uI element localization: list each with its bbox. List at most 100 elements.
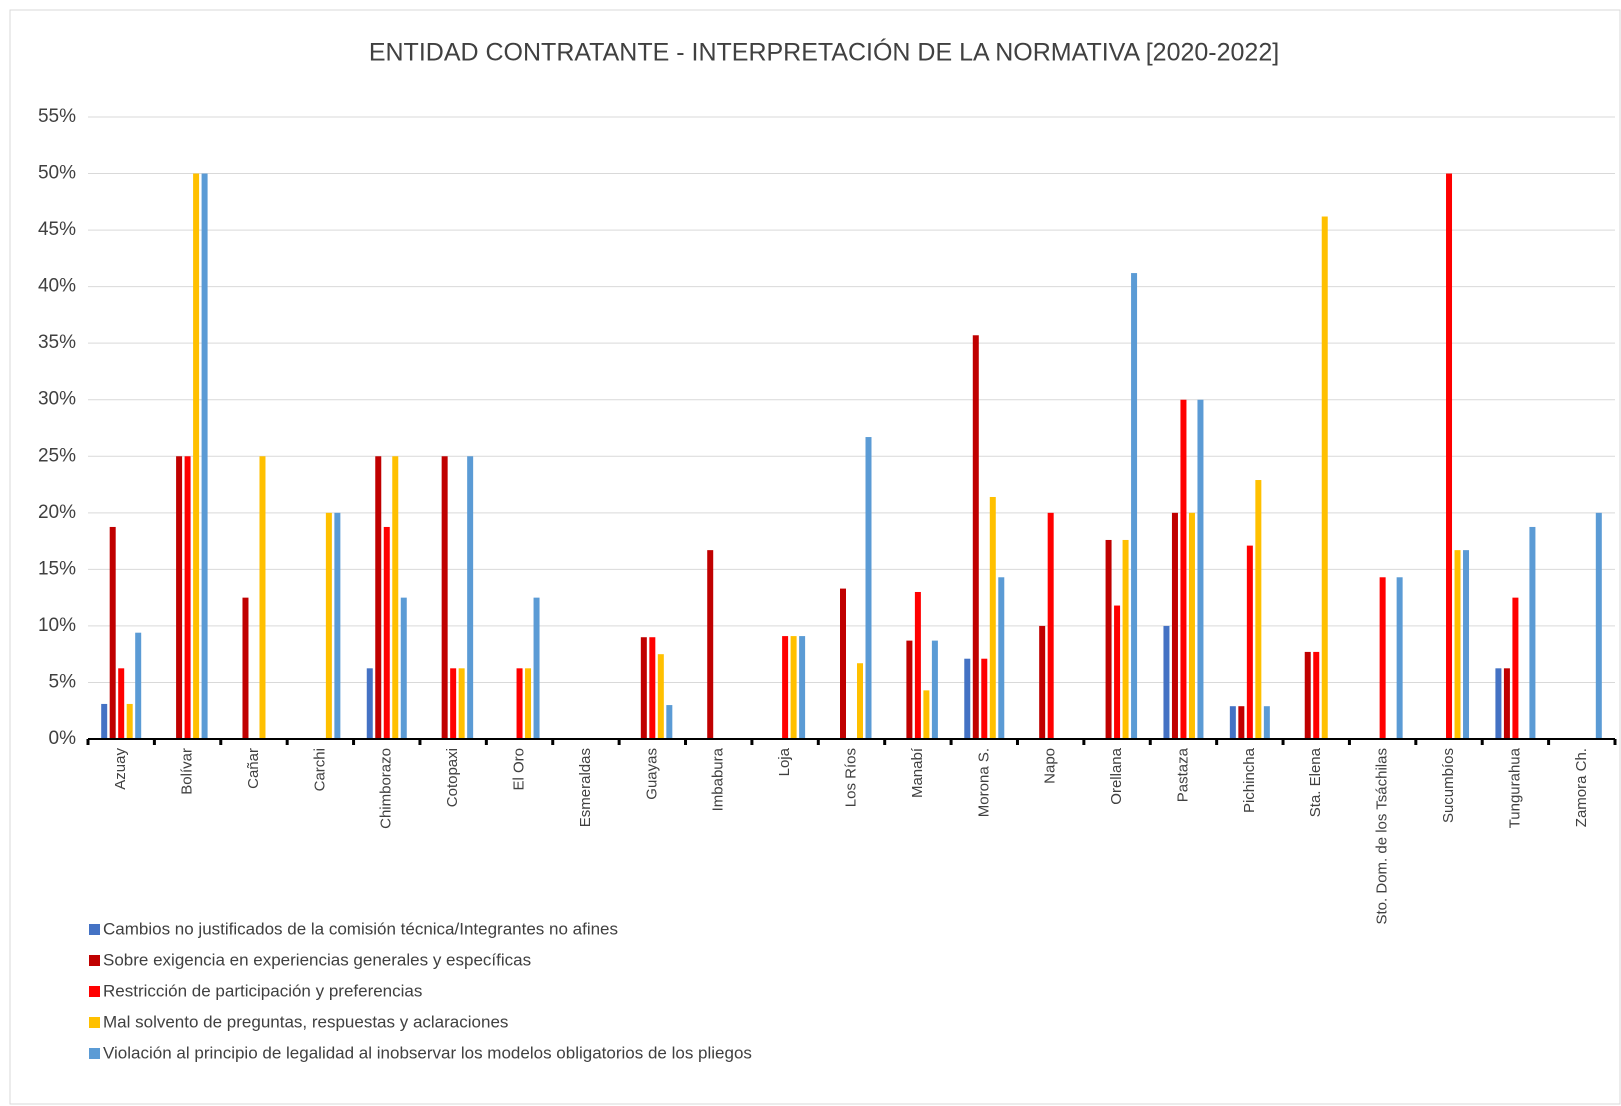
x-tick-label: El Oro	[511, 748, 528, 791]
legend-swatch	[89, 924, 100, 935]
bar	[1495, 668, 1502, 739]
bar	[1595, 512, 1602, 739]
x-tick-label: Los Ríos	[842, 748, 859, 807]
bar	[525, 668, 532, 739]
bar	[981, 658, 988, 739]
bar	[1197, 399, 1204, 739]
x-tick-label: Sta. Elena	[1307, 747, 1324, 817]
x-tick-label: Tungurahua	[1506, 747, 1523, 828]
x-tick-label: Pastaza	[1174, 747, 1191, 802]
bar	[101, 703, 108, 739]
bar	[1105, 539, 1112, 739]
bar	[840, 588, 846, 739]
bar	[467, 456, 474, 739]
x-tick-label: Esmeraldas	[577, 748, 594, 827]
chart-title: ENTIDAD CONTRATANTE - INTERPRETACIÓN DE …	[369, 38, 1279, 67]
y-tick-label: 20%	[38, 502, 76, 523]
chart-frame	[9, 9, 1621, 1105]
bar	[1255, 480, 1262, 739]
bar	[242, 597, 249, 739]
bar	[640, 637, 647, 739]
bar	[109, 526, 116, 739]
bar	[649, 637, 656, 739]
legend-swatch	[89, 955, 100, 966]
bar	[865, 437, 872, 739]
bar	[799, 636, 806, 739]
x-tick-label: Cañar	[245, 748, 262, 789]
x-tick-label: Orellana	[1108, 747, 1125, 804]
bar	[857, 663, 863, 739]
bar	[1313, 651, 1320, 739]
y-tick-label: 40%	[38, 276, 76, 297]
y-tick-label: 45%	[38, 219, 76, 240]
bar	[1047, 512, 1054, 739]
bar	[1463, 550, 1470, 739]
bar	[1304, 651, 1311, 739]
y-tick-label: 15%	[38, 558, 76, 579]
bar	[989, 496, 996, 739]
y-tick-label: 50%	[38, 163, 76, 184]
legend-label: Cambios no justificados de la comisión t…	[103, 919, 618, 938]
x-tick-label: Chimborazo	[378, 748, 395, 829]
x-tick-label: Bolívar	[179, 748, 196, 795]
bar	[1163, 625, 1170, 739]
y-tick-label: 5%	[49, 671, 77, 692]
legend-label: Violación al principio de legalidad al i…	[103, 1043, 752, 1062]
bar	[1446, 173, 1453, 739]
bar	[325, 512, 332, 739]
x-tick-label: Napo	[1042, 748, 1059, 784]
bar	[1238, 706, 1245, 739]
bar	[1131, 273, 1138, 739]
bar	[1263, 706, 1270, 739]
x-tick-label: Zamora Ch.	[1573, 748, 1590, 827]
bar	[400, 597, 407, 739]
bar	[1171, 512, 1178, 739]
bar	[1529, 526, 1536, 739]
bar	[657, 654, 664, 739]
bar	[1321, 216, 1328, 739]
bar	[1180, 399, 1187, 739]
bar	[1039, 625, 1046, 739]
legend-swatch	[89, 986, 100, 997]
legend-label: Sobre exigencia en experiencias generale…	[103, 950, 531, 969]
bar	[964, 658, 971, 739]
legend-swatch	[89, 1048, 100, 1059]
x-tick-label: Morona S.	[975, 748, 992, 817]
x-tick-label: Carchi	[311, 748, 328, 791]
legend-label: Restricción de participación y preferenc…	[103, 981, 422, 1000]
x-tick-label: Azuay	[112, 748, 129, 790]
bar	[184, 456, 191, 739]
bar	[450, 668, 457, 739]
y-tick-label: 30%	[38, 389, 76, 410]
bar	[458, 668, 465, 739]
legend-swatch	[89, 1017, 100, 1028]
bar	[533, 597, 540, 739]
bar	[906, 640, 913, 739]
bar	[790, 636, 797, 739]
bar	[383, 526, 390, 739]
bar	[1114, 605, 1121, 739]
bar	[1454, 550, 1461, 739]
y-tick-label: 35%	[38, 332, 76, 353]
bar	[1396, 577, 1403, 739]
bar	[923, 690, 930, 739]
bar	[176, 456, 183, 739]
x-tick-label: Pichincha	[1241, 747, 1258, 813]
x-tick-label: Cotopaxi	[444, 748, 461, 807]
bar	[392, 456, 399, 739]
x-tick-label: Guayas	[643, 748, 660, 800]
bar	[135, 632, 142, 739]
y-tick-label: 55%	[38, 106, 76, 127]
bar	[666, 705, 673, 739]
bar	[118, 668, 125, 739]
bar	[1122, 539, 1129, 739]
bar	[914, 591, 921, 739]
y-tick-label: 10%	[38, 615, 76, 636]
bar	[366, 668, 373, 739]
bar	[259, 456, 266, 739]
y-tick-label: 25%	[38, 445, 76, 466]
bar	[1379, 577, 1386, 739]
bar	[193, 173, 200, 739]
x-tick-label: Sto. Dom. de los Tsáchilas	[1374, 748, 1391, 924]
